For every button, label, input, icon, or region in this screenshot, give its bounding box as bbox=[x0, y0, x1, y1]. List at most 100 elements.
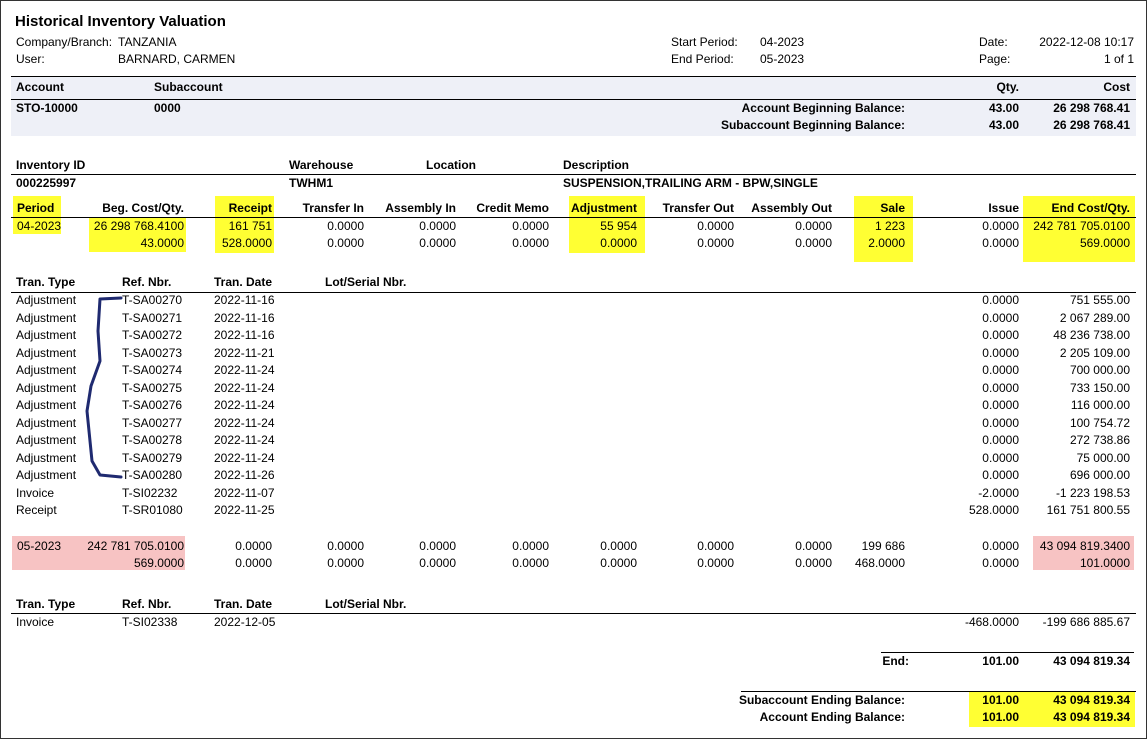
tran-cost: 48 236 738.00 bbox=[1053, 328, 1130, 342]
tran-qty: 0.0000 bbox=[982, 363, 1019, 377]
col-header-receipt: Receipt bbox=[228, 201, 272, 215]
period-1-cost-cell: 55 954 bbox=[600, 219, 637, 233]
col-header-period: Period bbox=[17, 201, 55, 215]
period-1-qty-cell: 0.0000 bbox=[512, 236, 549, 250]
period-1-qty-cell: 0.0000 bbox=[419, 236, 456, 250]
warehouse-header: Warehouse bbox=[289, 158, 354, 172]
highlight-pink-beg bbox=[12, 536, 185, 570]
end-period-value: 05-2023 bbox=[760, 52, 805, 66]
tran-date: 2022-11-26 bbox=[214, 468, 275, 482]
tran-type-header: Tran. Type bbox=[16, 597, 76, 611]
col-header-end-cost: End Cost/Qty. bbox=[1051, 201, 1130, 215]
lot-serial-header: Lot/Serial Nbr. bbox=[325, 275, 407, 289]
company-value: TANZANIA bbox=[118, 35, 177, 49]
tran-qty: 0.0000 bbox=[982, 450, 1019, 465]
col-header-credit-memo: Credit Memo bbox=[476, 201, 549, 215]
tran-type: Invoice bbox=[16, 485, 55, 500]
subaccount-ending-label: Subaccount Ending Balance: bbox=[738, 693, 905, 707]
divider bbox=[11, 292, 1136, 293]
period-2-qty-cell: 0.0000 bbox=[419, 556, 456, 570]
date-label: Date: bbox=[979, 35, 1008, 49]
ref-nbr: T-SA00274 bbox=[122, 363, 183, 377]
tran-cost: 272 738.86 bbox=[1069, 433, 1130, 447]
period-2-cost-cell: 0.0000 bbox=[982, 539, 1019, 553]
tran-date: 2022-11-24 bbox=[214, 363, 275, 377]
subaccount-value: 0000 bbox=[154, 101, 181, 115]
highlight-end-cost bbox=[1023, 196, 1135, 262]
ref-nbr: T-SA00276 bbox=[122, 398, 183, 412]
tran-qty: -2.0000 bbox=[978, 485, 1019, 500]
ref-nbr: T-SA00273 bbox=[122, 345, 183, 360]
lot-serial-header: Lot/Serial Nbr. bbox=[325, 597, 407, 611]
inventory-id-header: Inventory ID bbox=[16, 158, 86, 172]
qty-header: Qty. bbox=[996, 80, 1019, 94]
period-2-qty-cell: 569.0000 bbox=[133, 556, 184, 570]
tran-date: 2022-11-07 bbox=[214, 485, 275, 500]
period-2-cost-cell: 0.0000 bbox=[600, 539, 637, 553]
ref-nbr-header: Ref. Nbr. bbox=[122, 275, 172, 289]
col-header-adjustment: Adjustment bbox=[571, 201, 637, 215]
tran-cost: 2 067 289.00 bbox=[1059, 310, 1130, 325]
tran-cost: -1 223 198.53 bbox=[1055, 485, 1130, 500]
period-2-qty-cell: 101.0000 bbox=[1079, 556, 1130, 570]
highlight-beg-cost bbox=[89, 217, 186, 252]
warehouse-value: TWHM1 bbox=[289, 176, 333, 190]
ref-nbr: T-SA00278 bbox=[122, 433, 183, 447]
account-beginning-qty: 43.00 bbox=[988, 101, 1019, 115]
period-2-qty-cell: 0.0000 bbox=[795, 556, 832, 570]
tran-qty: 0.0000 bbox=[982, 310, 1019, 325]
period-1-cost-cell: 0.0000 bbox=[327, 219, 364, 233]
subaccount-ending-cost: 43 094 819.34 bbox=[1053, 693, 1130, 707]
end-period-label: End Period: bbox=[671, 52, 734, 66]
tran-qty: -468.0000 bbox=[964, 615, 1019, 629]
period-1-qty-cell: 0.0000 bbox=[327, 236, 364, 250]
ref-nbr: T-SA00277 bbox=[122, 415, 183, 430]
tran-qty: 0.0000 bbox=[982, 345, 1019, 360]
tran-cost: 696 000.00 bbox=[1069, 468, 1130, 482]
start-period-value: 04-2023 bbox=[760, 35, 805, 49]
subaccount-beginning-cost: 26 298 768.41 bbox=[1053, 118, 1130, 132]
ref-nbr: T-SA00280 bbox=[122, 468, 183, 482]
period-1-label: 04-2023 bbox=[17, 219, 62, 233]
divider bbox=[11, 76, 1136, 77]
tran-date: 2022-11-16 bbox=[214, 328, 275, 342]
period-2-cost-cell: 199 686 bbox=[861, 539, 905, 553]
cost-header: Cost bbox=[1103, 80, 1130, 94]
tran-type-header: Tran. Type bbox=[16, 275, 76, 289]
tran-date: 2022-11-24 bbox=[214, 450, 275, 465]
account-ending-cost: 43 094 819.34 bbox=[1053, 710, 1130, 724]
period-1-cost-cell: 0.0000 bbox=[982, 219, 1019, 233]
period-2-cost-cell: 242 781 705.0100 bbox=[87, 539, 184, 553]
page-label: Page: bbox=[979, 52, 1011, 66]
period-1-cost-cell: 1 223 bbox=[874, 219, 905, 233]
end-qty: 101.00 bbox=[982, 654, 1019, 668]
period-2-qty-cell: 0.0000 bbox=[982, 556, 1019, 570]
subaccount-beginning-qty: 43.00 bbox=[988, 118, 1019, 132]
tran-date: 2022-11-24 bbox=[214, 415, 275, 430]
period-1-qty-cell: 0.0000 bbox=[697, 236, 734, 250]
ref-nbr: T-SI02232 bbox=[122, 485, 178, 500]
subaccount-ending-qty: 101.00 bbox=[982, 693, 1019, 707]
company-label: Company/Branch: bbox=[16, 35, 113, 49]
period-1-cost-cell: 0.0000 bbox=[512, 219, 549, 233]
divider bbox=[741, 691, 1136, 692]
tran-qty: 0.0000 bbox=[982, 380, 1019, 395]
account-beginning-cost: 26 298 768.41 bbox=[1053, 101, 1130, 115]
ref-nbr: T-SI02338 bbox=[122, 615, 178, 629]
inventory-id-value: 000225997 bbox=[16, 176, 77, 190]
tran-cost: 733 150.00 bbox=[1069, 380, 1130, 395]
period-1-cost-cell: 0.0000 bbox=[795, 219, 832, 233]
highlight-receipt bbox=[215, 196, 274, 253]
tran-date: 2022-11-25 bbox=[214, 503, 275, 517]
period-2-cost-cell: 0.0000 bbox=[697, 539, 734, 553]
account-beginning-label: Account Beginning Balance: bbox=[741, 101, 905, 115]
col-header-transfer-in: Transfer In bbox=[302, 201, 364, 215]
tran-date: 2022-11-24 bbox=[214, 380, 275, 395]
tran-type: Adjustment bbox=[16, 363, 77, 377]
ref-nbr: T-SA00271 bbox=[122, 310, 183, 325]
period-1-cost-cell: 0.0000 bbox=[419, 219, 456, 233]
tran-cost: 100 754.72 bbox=[1069, 415, 1130, 430]
tran-qty: 0.0000 bbox=[982, 293, 1019, 307]
divider bbox=[881, 652, 1134, 653]
